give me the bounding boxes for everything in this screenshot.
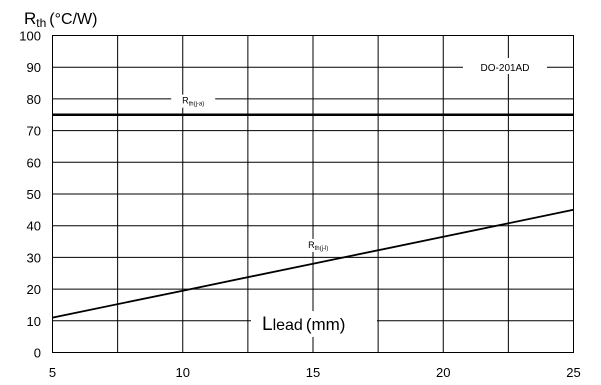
y-tick-label: 40: [27, 219, 41, 234]
y-axis-label-main: R: [24, 9, 36, 28]
x-axis-label-main: L: [262, 314, 273, 335]
x-axis-label: Llead (mm): [262, 314, 345, 335]
x-tick-label: 5: [49, 365, 56, 380]
y-tick-label: 60: [27, 155, 41, 170]
x-axis-label-unit: (mm): [306, 315, 346, 334]
series-label-main: R: [182, 96, 189, 106]
plot-frame: [52, 35, 574, 353]
y-tick-label: 0: [34, 346, 41, 361]
y-axis-label-unit: (°C/W): [49, 11, 97, 28]
y-tick-label: 20: [27, 282, 41, 297]
series-label: Rth(j-l): [308, 240, 328, 252]
y-axis-label-sub: th: [36, 16, 46, 30]
series-line-thj-l: [52, 208, 574, 319]
series-label-background: [171, 94, 216, 108]
grid: [52, 35, 574, 353]
series-lines: [52, 113, 574, 319]
y-tick-label: 80: [27, 92, 41, 107]
x-tick-label: 20: [436, 365, 450, 380]
tick-labels: 0 10 20 30 40 50 60 70 80 90 100 5 10 15 20 25: [19, 29, 580, 381]
package-label: DO-201AD: [481, 63, 530, 74]
x-axis-label-background: [251, 311, 377, 337]
y-tick-label: 30: [27, 250, 41, 265]
series-label-sub: th(j-l): [315, 246, 329, 252]
x-tick-label: 10: [176, 365, 190, 380]
series-label-sub: th(j-a): [189, 102, 205, 108]
y-tick-label: 90: [27, 60, 41, 75]
y-tick-label: 10: [27, 314, 41, 329]
x-tick-label: 15: [306, 365, 320, 380]
x-axis-label-sub: lead: [273, 317, 303, 334]
y-tick-label: 50: [27, 187, 41, 202]
series-label-background: [296, 238, 341, 252]
x-tick-label: 25: [566, 365, 580, 380]
package-label-background: [463, 58, 547, 74]
y-axis-label: Rth (°C/W): [24, 9, 97, 30]
series-label-main: R: [308, 240, 315, 250]
series-label: Rth(j-a): [182, 96, 204, 108]
series-labels: Rth(j-a)Rth(j-l): [171, 94, 341, 252]
y-tick-label: 100: [19, 29, 41, 44]
y-tick-label: 70: [27, 124, 41, 139]
